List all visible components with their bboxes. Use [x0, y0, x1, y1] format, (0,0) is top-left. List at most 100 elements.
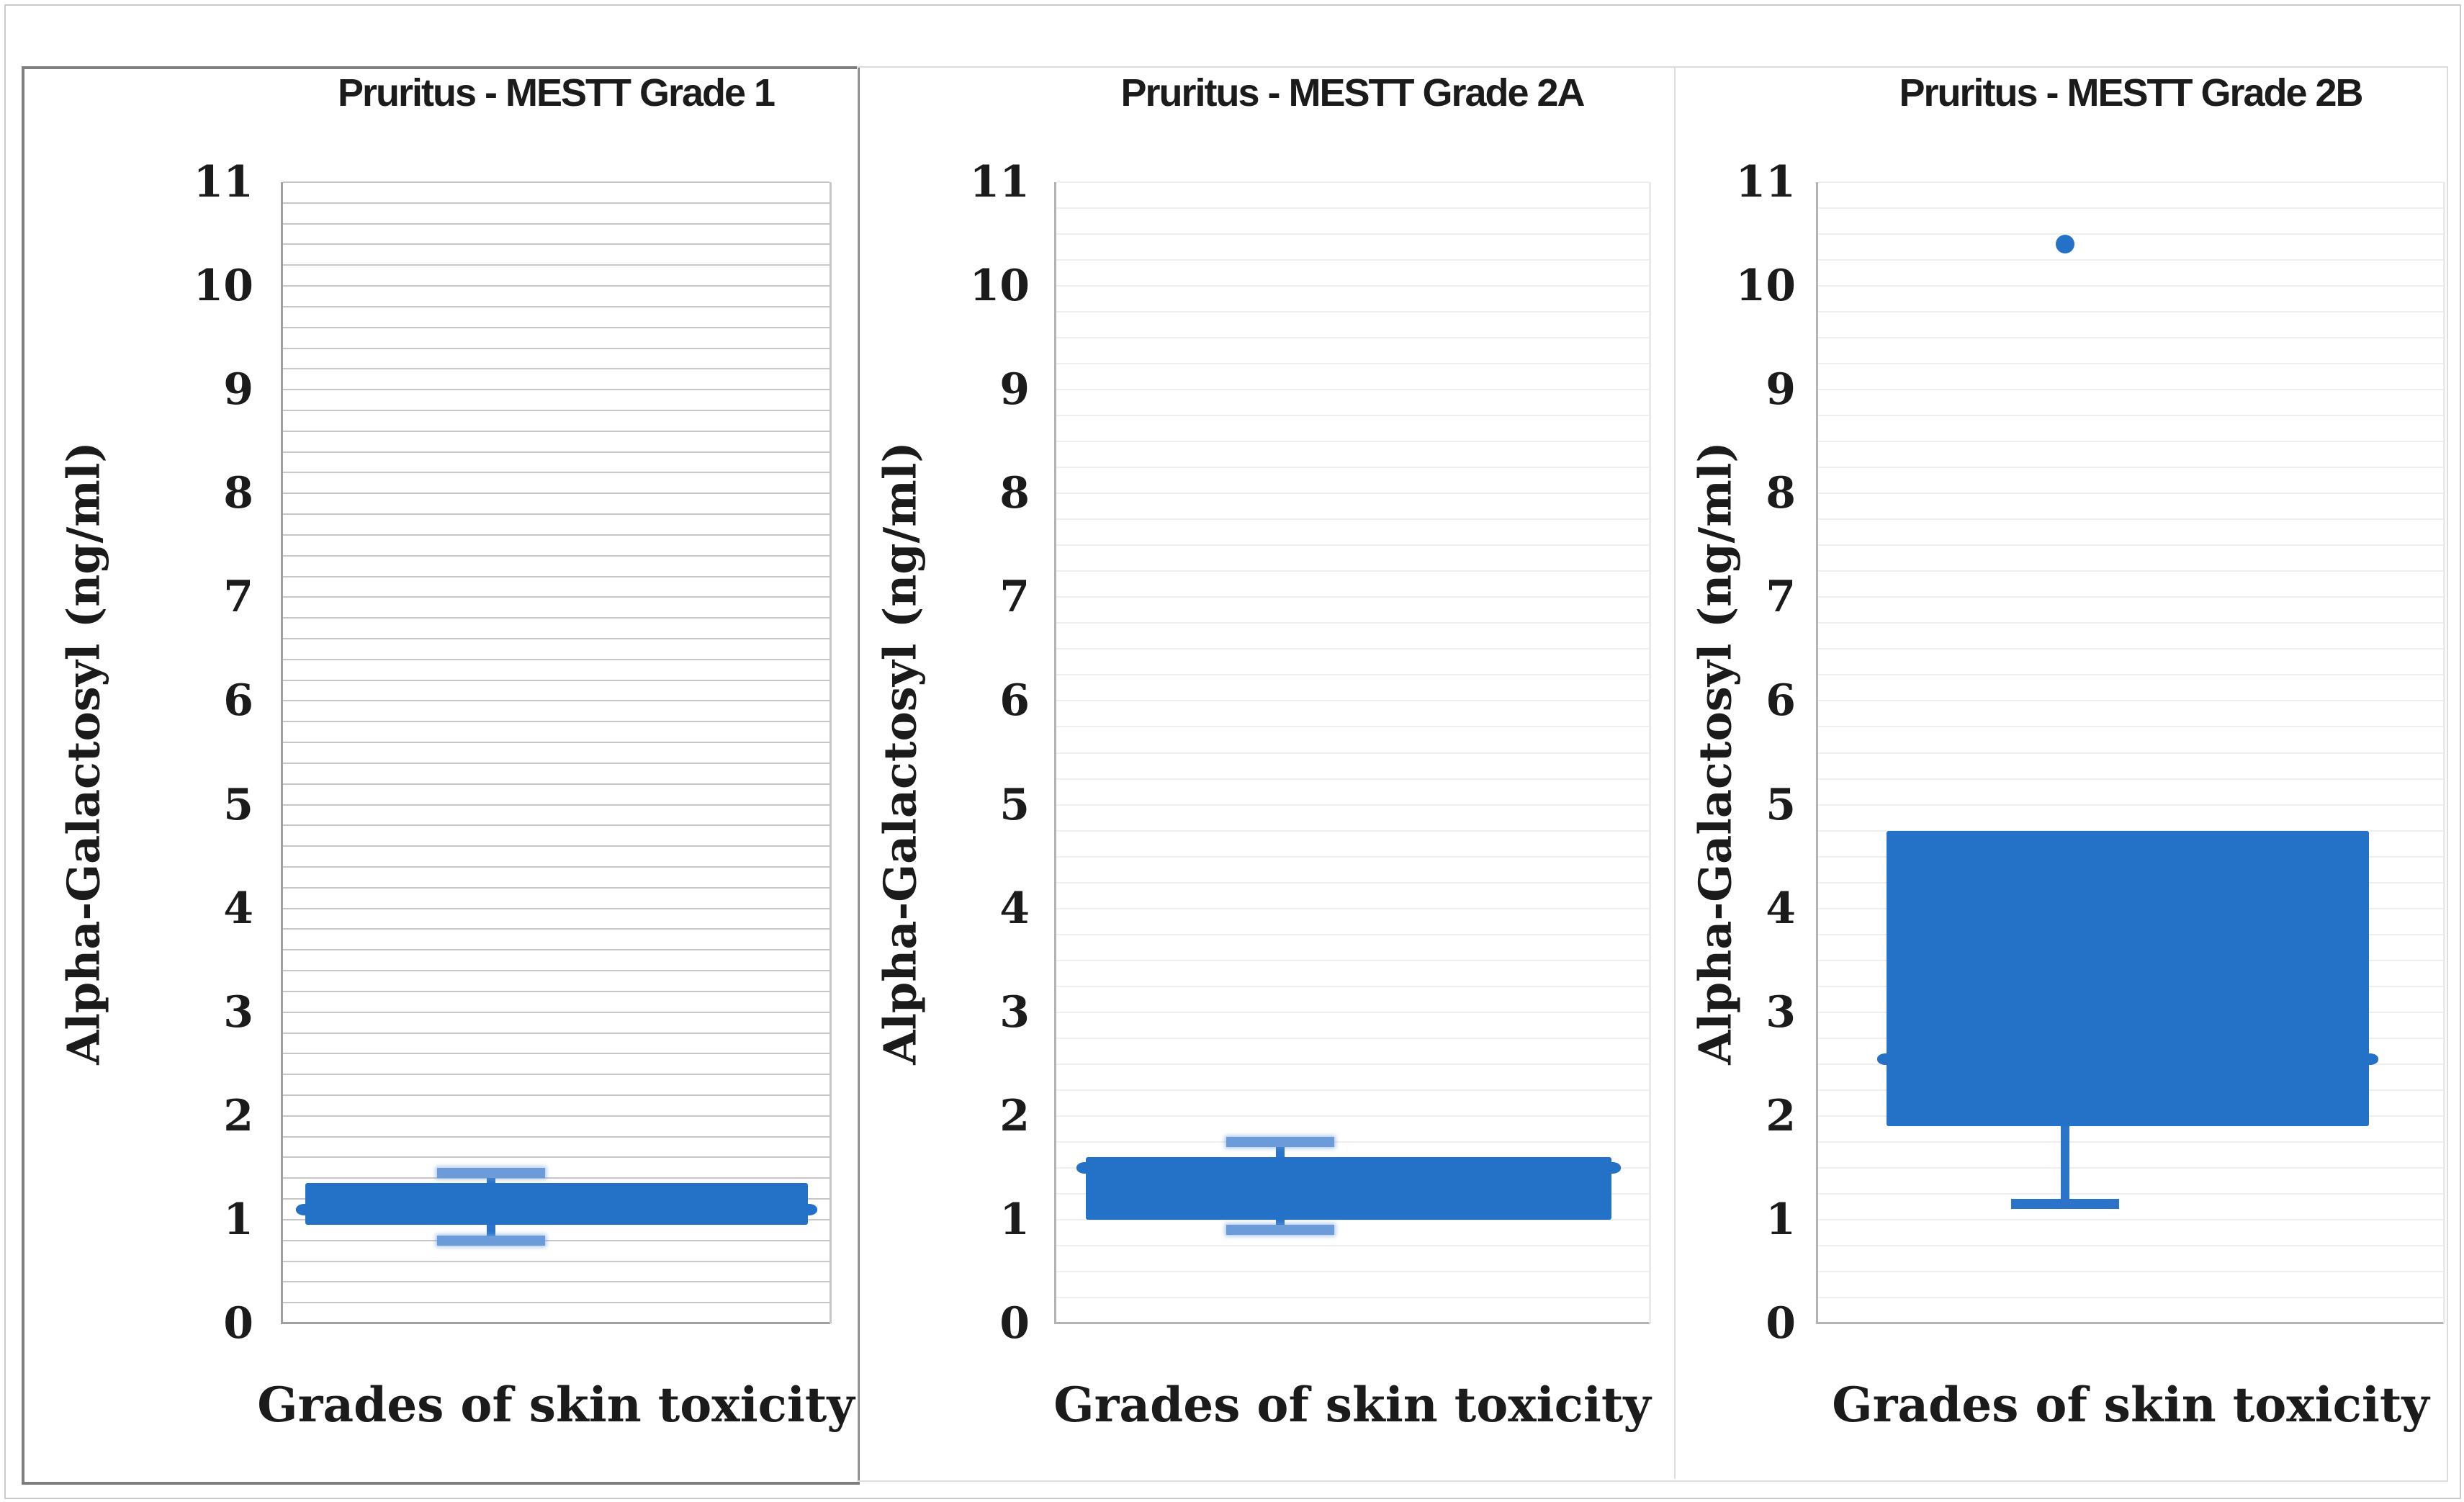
gridline: [283, 1074, 829, 1075]
gridline: [1056, 1012, 1649, 1013]
chart-title-panel-2: Pruritus - MESTT Grade 2A: [1120, 71, 1585, 114]
y-tick-label: 6: [223, 675, 253, 726]
gridline: [283, 472, 829, 473]
gridline: [1818, 804, 2443, 806]
y-tick-label: 3: [999, 987, 1030, 1038]
gridline: [283, 845, 829, 847]
gridline: [1056, 441, 1649, 442]
gridline: [1056, 1141, 1649, 1143]
y-axis-title-panel-3: Alpha-Galactosyl (ng/ml): [1689, 441, 1742, 1065]
gridline: [283, 1053, 829, 1054]
gridline: [1818, 596, 2443, 598]
gridline: [1056, 752, 1649, 754]
gridline: [1056, 726, 1649, 727]
y-tick-label: 11: [193, 157, 254, 207]
gridline: [283, 700, 829, 701]
gridline: [1056, 648, 1649, 649]
gridline: [283, 181, 829, 183]
gridline: [283, 306, 829, 307]
gridline: [1818, 752, 2443, 754]
gridline: [283, 1033, 829, 1034]
y-tick-label: 6: [1766, 675, 1796, 726]
upper-whisker-cap: [1226, 1137, 1334, 1147]
y-tick-label: 4: [223, 883, 253, 934]
gridline: [283, 659, 829, 660]
y-tick-label: 6: [999, 675, 1030, 726]
gridline: [1056, 233, 1649, 235]
gridline: [1056, 1297, 1649, 1298]
median-notch-right: [2360, 1053, 2378, 1065]
y-tick-label: 8: [223, 468, 253, 518]
gridline: [283, 327, 829, 328]
box-iqr-panel-1: [305, 1183, 808, 1225]
y-tick-label: 0: [223, 1298, 253, 1349]
chart-title-panel-1: Pruritus - MESTT Grade 1: [337, 71, 775, 114]
gridline: [1056, 415, 1649, 416]
gridline: [1056, 467, 1649, 468]
gridline: [283, 783, 829, 785]
gridline: [283, 264, 829, 266]
gridline: [283, 680, 829, 681]
y-tick-label: 10: [969, 261, 1030, 311]
gridline: [283, 1261, 829, 1262]
x-axis-caption-panel-2: Grades of skin toxicity: [1053, 1377, 1651, 1433]
y-tick-label: 5: [999, 780, 1030, 830]
gridline: [283, 223, 829, 225]
gridline: [1056, 1115, 1649, 1117]
y-tick-label: 8: [999, 468, 1030, 518]
gridline: [283, 410, 829, 411]
gridline: [1818, 1219, 2443, 1220]
gridline: [283, 285, 829, 287]
gridline: [1056, 622, 1649, 624]
gridline: [1818, 570, 2443, 572]
gridline: [283, 1177, 829, 1179]
y-axis-line-panel-1: [281, 182, 283, 1323]
gridline: [283, 824, 829, 826]
gridline: [283, 949, 829, 950]
x-axis-caption-panel-1: Grades of skin toxicity: [257, 1377, 855, 1433]
lower-whisker-line: [2061, 1125, 2069, 1204]
gridline: [1818, 181, 2443, 183]
gridline: [1818, 622, 2443, 624]
gridline: [1056, 596, 1649, 598]
gridline: [1818, 1193, 2443, 1195]
y-tick-label: 7: [1766, 572, 1796, 622]
y-tick-label: 10: [193, 261, 254, 311]
lower-whisker-cap: [1226, 1225, 1334, 1235]
gridline: [1818, 337, 2443, 338]
gridline: [1818, 259, 2443, 261]
gridline: [1818, 674, 2443, 675]
gridline: [283, 804, 829, 806]
median-notch-left: [296, 1204, 315, 1215]
gridline: [1056, 1038, 1649, 1039]
box-iqr-panel-3: [1887, 831, 2369, 1126]
gridline: [1818, 207, 2443, 209]
gridline: [283, 493, 829, 494]
gridline: [1818, 1297, 2443, 1298]
gridline: [283, 1136, 829, 1138]
gridline: [283, 638, 829, 639]
gridline: [283, 555, 829, 557]
gridline: [1056, 363, 1649, 364]
gridline: [283, 721, 829, 722]
gridline: [1818, 233, 2443, 235]
gridline: [283, 1302, 829, 1303]
gridline: [1818, 1245, 2443, 1246]
median-notch-left: [1877, 1053, 1896, 1065]
outlier-point: [2056, 235, 2074, 253]
gridline: [1056, 1089, 1649, 1091]
gridline: [1056, 181, 1649, 183]
gridline: [1056, 778, 1649, 780]
gridline: [283, 866, 829, 868]
gridline: [283, 1281, 829, 1282]
gridline: [1056, 493, 1649, 494]
y-tick-label: 7: [223, 572, 253, 622]
y-tick-label: 3: [1766, 987, 1796, 1038]
gridline: [283, 763, 829, 764]
y-tick-label: 10: [1735, 261, 1797, 311]
gridline: [1818, 415, 2443, 416]
gridline: [1818, 467, 2443, 468]
y-tick-label: 1: [223, 1195, 253, 1245]
gridline: [283, 368, 829, 369]
gridline: [1056, 1245, 1649, 1246]
